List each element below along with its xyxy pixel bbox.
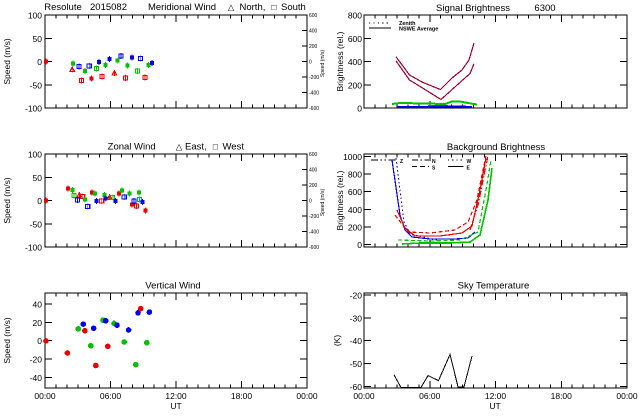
svg-text:200: 200 — [348, 222, 362, 232]
svg-text:-200: -200 — [309, 214, 319, 220]
svg-text:West: West — [223, 142, 245, 153]
svg-text:UT: UT — [489, 401, 500, 411]
svg-text:50: 50 — [33, 34, 43, 44]
svg-text:0: 0 — [37, 57, 42, 67]
svg-text:Z: Z — [400, 159, 403, 165]
svg-text:0: 0 — [357, 104, 362, 114]
svg-text:-50: -50 — [350, 359, 363, 369]
svg-text:00:00: 00:00 — [34, 391, 56, 401]
svg-text:800: 800 — [348, 170, 362, 180]
svg-text:-20: -20 — [30, 355, 43, 365]
svg-text:600: 600 — [348, 187, 362, 197]
svg-text:Meridional Wind: Meridional Wind — [148, 2, 216, 13]
svg-text:Speed (m/s): Speed (m/s) — [320, 189, 326, 217]
svg-text:Brightness (rel.): Brightness (rel.) — [335, 31, 345, 91]
svg-text:50: 50 — [33, 173, 43, 183]
svg-text:Speed (m/s): Speed (m/s) — [2, 38, 12, 84]
svg-text:Brightness (rel.): Brightness (rel.) — [335, 170, 345, 230]
svg-text:△: △ — [228, 2, 235, 12]
svg-text:Sky Temperature: Sky Temperature — [458, 281, 530, 292]
svg-text:UT: UT — [170, 401, 181, 411]
svg-text:-600: -600 — [309, 245, 319, 251]
svg-text:400: 400 — [309, 168, 318, 174]
svg-text:1000: 1000 — [343, 152, 362, 162]
svg-text:North,: North, — [240, 2, 266, 13]
svg-text:W: W — [467, 159, 472, 165]
svg-text:□: □ — [213, 142, 218, 152]
svg-text:-50: -50 — [30, 219, 43, 229]
svg-text:N: N — [432, 159, 436, 165]
svg-text:-400: -400 — [309, 230, 319, 236]
svg-text:00:00: 00:00 — [616, 391, 638, 401]
svg-text:100: 100 — [28, 11, 42, 21]
svg-text:400: 400 — [309, 29, 318, 35]
svg-text:20: 20 — [33, 318, 43, 328]
svg-text:Background Brightness: Background Brightness — [447, 142, 545, 153]
svg-text:-30: -30 — [350, 313, 363, 323]
svg-text:12:00: 12:00 — [165, 391, 187, 401]
svg-text:Vertical Wind: Vertical Wind — [145, 281, 200, 292]
svg-text:□: □ — [271, 2, 276, 12]
svg-text:-40: -40 — [350, 336, 363, 346]
svg-text:-50: -50 — [30, 80, 43, 90]
svg-text:0: 0 — [309, 60, 312, 66]
svg-text:-100: -100 — [25, 104, 42, 114]
svg-text:200: 200 — [348, 80, 362, 90]
svg-text:00:00: 00:00 — [353, 391, 375, 401]
svg-text:-20: -20 — [350, 291, 363, 301]
svg-text:12:00: 12:00 — [485, 391, 507, 401]
svg-text:Zonal Wind: Zonal Wind — [108, 142, 156, 153]
svg-text:800: 800 — [348, 11, 362, 21]
svg-text:Signal Brightness: Signal Brightness — [436, 3, 510, 14]
svg-text:0: 0 — [37, 336, 42, 346]
svg-text:E: E — [467, 166, 471, 172]
svg-text:0: 0 — [37, 196, 42, 206]
svg-text:06:00: 06:00 — [419, 391, 441, 401]
svg-text:2015082: 2015082 — [90, 2, 127, 13]
svg-text:06:00: 06:00 — [100, 391, 122, 401]
svg-text:Zenith: Zenith — [399, 21, 416, 27]
svg-text:18:00: 18:00 — [231, 391, 253, 401]
svg-text:400: 400 — [348, 57, 362, 67]
svg-text:100: 100 — [28, 150, 42, 160]
svg-text:200: 200 — [309, 183, 318, 189]
svg-text:00:00: 00:00 — [296, 391, 318, 401]
svg-text:-600: -600 — [309, 106, 319, 112]
svg-text:6300: 6300 — [534, 3, 555, 14]
svg-text:Resolute: Resolute — [44, 2, 82, 13]
svg-text:600: 600 — [309, 152, 318, 158]
svg-text:18:00: 18:00 — [551, 391, 573, 401]
svg-text:-200: -200 — [309, 75, 319, 81]
svg-text:-100: -100 — [25, 243, 42, 253]
svg-text:0: 0 — [357, 240, 362, 250]
svg-text:Speed (m/s): Speed (m/s) — [2, 177, 12, 223]
svg-text:200: 200 — [309, 44, 318, 50]
svg-text:-60: -60 — [350, 382, 363, 392]
svg-text:South: South — [281, 2, 306, 13]
svg-text:(K): (K) — [332, 335, 342, 347]
svg-text:-400: -400 — [309, 91, 319, 97]
svg-text:40: 40 — [33, 300, 43, 310]
svg-text:S: S — [432, 166, 436, 172]
svg-text:600: 600 — [309, 13, 318, 19]
svg-text:-40: -40 — [30, 373, 43, 383]
svg-text:NSWE Average: NSWE Average — [399, 27, 438, 33]
svg-text:400: 400 — [348, 205, 362, 215]
svg-text:Speed (m/s): Speed (m/s) — [2, 317, 12, 363]
svg-text:Speed (m/s): Speed (m/s) — [320, 50, 326, 78]
svg-text:△: △ — [176, 142, 183, 152]
svg-text:East,: East, — [185, 142, 207, 153]
svg-text:600: 600 — [348, 34, 362, 44]
svg-text:0: 0 — [309, 199, 312, 205]
